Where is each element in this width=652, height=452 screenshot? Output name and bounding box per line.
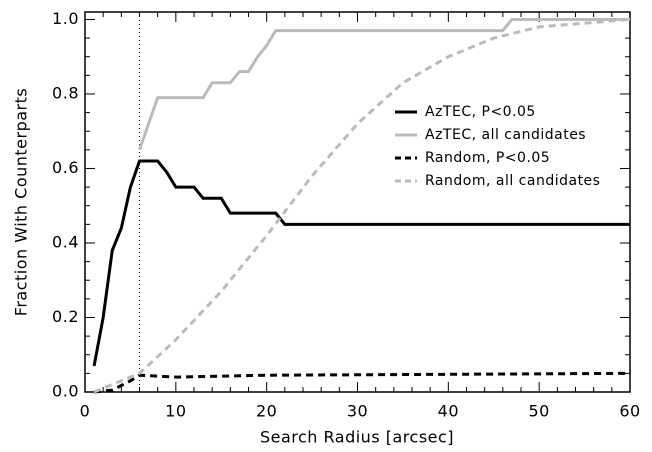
y-tick-label: 0.8 [52,83,79,102]
x-tick-label: 60 [619,402,640,421]
legend-label: AzTEC, all candidates [425,127,586,143]
series-line [93,17,631,394]
x-tick-label: 0 [80,402,91,421]
legend-label: Random, all candidates [425,173,600,189]
y-axis-label: Fraction With Counterparts [12,88,31,316]
legend-label: AzTEC, P<0.05 [425,104,536,120]
series-line [93,371,631,394]
y-tick-label: 0.4 [52,232,79,251]
plot-frame [84,11,631,393]
x-tick-label: 10 [165,402,186,421]
series-line [92,159,630,367]
x-tick-label: 40 [438,402,459,421]
y-tick-label: 0.0 [52,382,79,401]
legend: AzTEC, P<0.05 AzTEC, all candidates Random… [395,104,600,189]
y-tick-label: 0.2 [52,307,79,326]
x-axis-label: Search Radius [arcsec] [260,428,454,447]
legend-label: Random, P<0.05 [425,150,550,166]
series-line [138,17,630,151]
x-tick-label: 30 [347,402,368,421]
x-tick-label: 50 [528,402,549,421]
y-tick-label: 1.0 [52,9,79,28]
x-tick-label: 20 [256,402,277,421]
y-tick-label: 0.6 [52,158,79,177]
